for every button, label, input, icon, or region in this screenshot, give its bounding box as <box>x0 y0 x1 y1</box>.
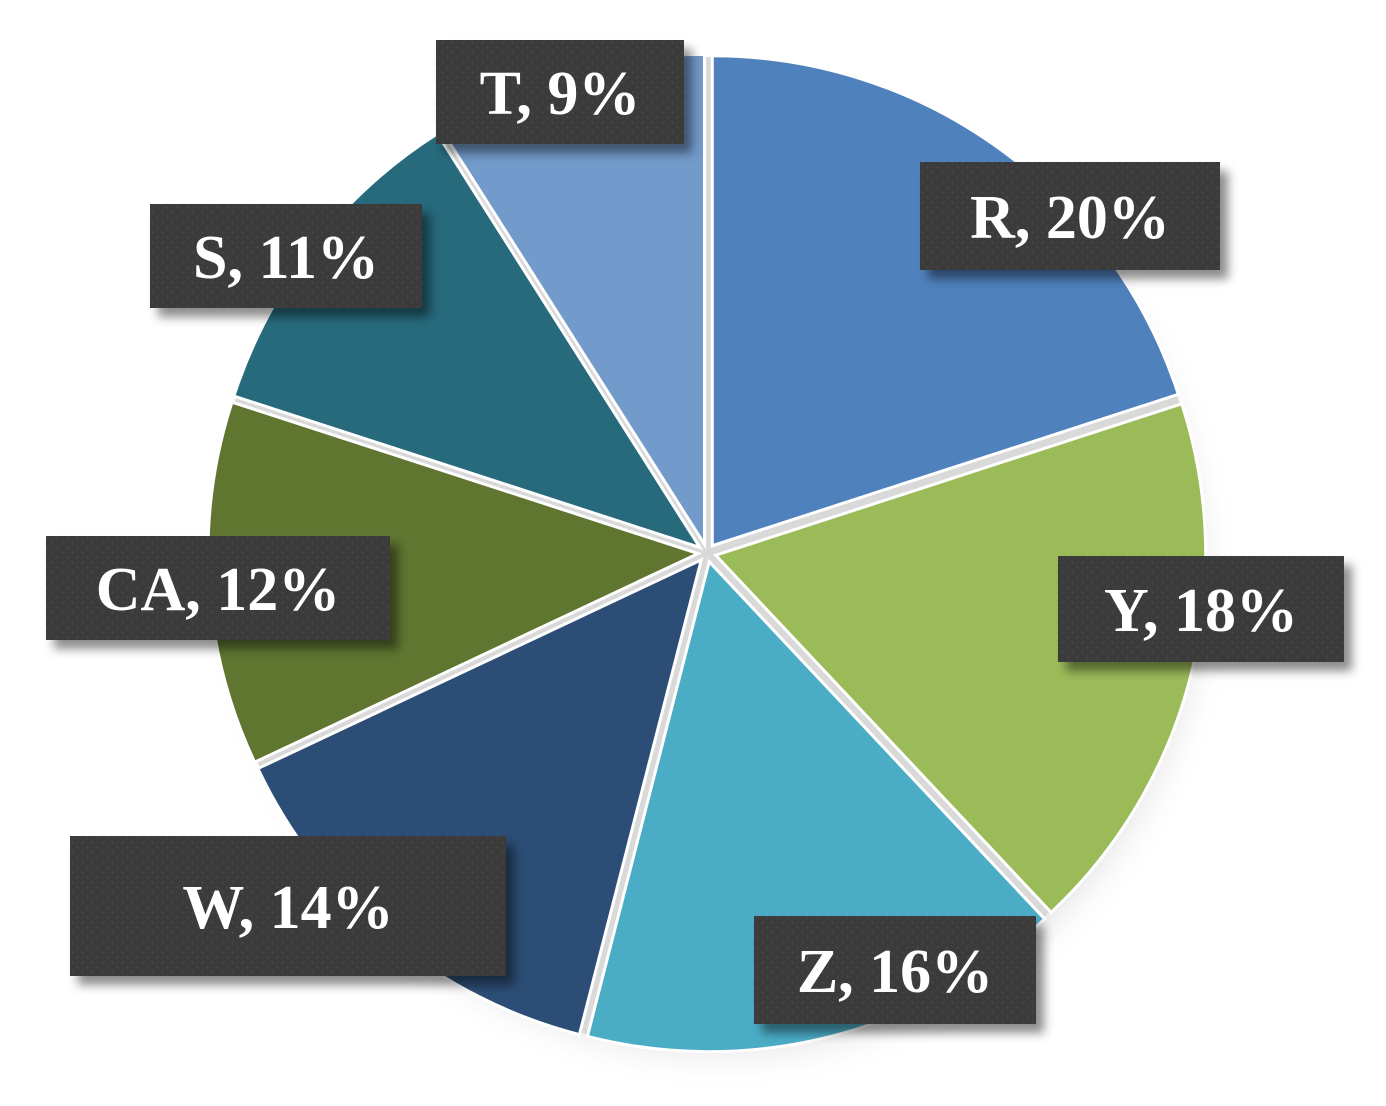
data-label-y: Y, 18% <box>1058 556 1344 662</box>
data-label-box <box>754 916 1036 1024</box>
data-label-box <box>46 536 390 640</box>
data-label-w: W, 14% <box>70 836 506 976</box>
data-label-r: R, 20% <box>920 162 1220 270</box>
data-label-z: Z, 16% <box>754 916 1036 1024</box>
data-label-box <box>150 204 422 308</box>
data-label-text: T, 9% <box>480 60 641 128</box>
data-label-t: T, 9% <box>436 40 684 144</box>
data-label-s: S, 11% <box>150 204 422 308</box>
data-label-box <box>70 836 506 976</box>
data-label-ca: CA, 12% <box>46 536 390 640</box>
pie-labels: R, 20% Y, 18% Z, 16% W, 14% CA, 12% S, 11% T, … <box>46 40 1344 1024</box>
data-label-text: CA, 12% <box>96 556 341 624</box>
data-label-text: R, 20% <box>970 184 1170 252</box>
data-label-box <box>436 40 684 144</box>
data-label-box <box>920 162 1220 270</box>
pie-slice-r <box>710 54 1181 548</box>
data-label-text: W, 14% <box>182 874 393 942</box>
data-label-box <box>1058 556 1344 662</box>
data-label-text: Z, 16% <box>797 938 993 1006</box>
data-label-text: S, 11% <box>193 224 379 292</box>
pie-slice-y <box>713 401 1208 915</box>
data-label-text: Y, 18% <box>1104 577 1298 645</box>
